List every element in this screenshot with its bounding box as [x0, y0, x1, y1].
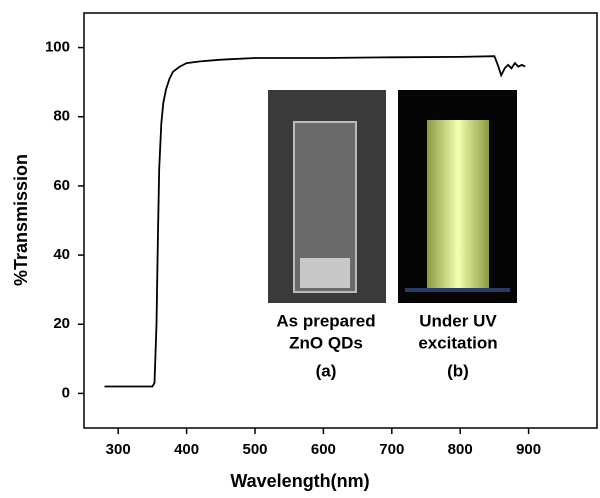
x-tick-label: 700	[379, 441, 404, 458]
annotation-line: ZnO QDs	[289, 333, 363, 352]
x-tick-label: 600	[311, 441, 336, 458]
x-tick-label: 900	[516, 441, 541, 458]
x-tick-label: 500	[242, 441, 267, 458]
inset-photo-a	[268, 90, 386, 303]
annotation-line: As prepared	[276, 311, 375, 330]
annotation-line: excitation	[418, 333, 497, 352]
inset-photo-b	[398, 90, 517, 303]
y-tick-label: 20	[53, 315, 70, 332]
x-tick-label: 300	[106, 441, 131, 458]
annotation-line: Under UV	[419, 311, 497, 330]
y-tick-label: 100	[45, 39, 70, 56]
chart: Wavelength(nm) %Transmission 0 20 40 60 80 10…	[0, 0, 600, 498]
y-tick-label: 60	[53, 177, 70, 194]
x-tick-label: 400	[174, 441, 199, 458]
x-tick-label: 800	[448, 441, 473, 458]
y-tick-label: 40	[53, 246, 70, 263]
annotation-label: (a)	[316, 361, 337, 380]
annotation-label: (b)	[447, 361, 469, 380]
y-axis-title: %Transmission	[11, 154, 31, 286]
y-tick-label: 0	[62, 384, 70, 401]
y-tick-label: 80	[53, 108, 70, 125]
x-axis-title: Wavelength(nm)	[230, 471, 369, 491]
